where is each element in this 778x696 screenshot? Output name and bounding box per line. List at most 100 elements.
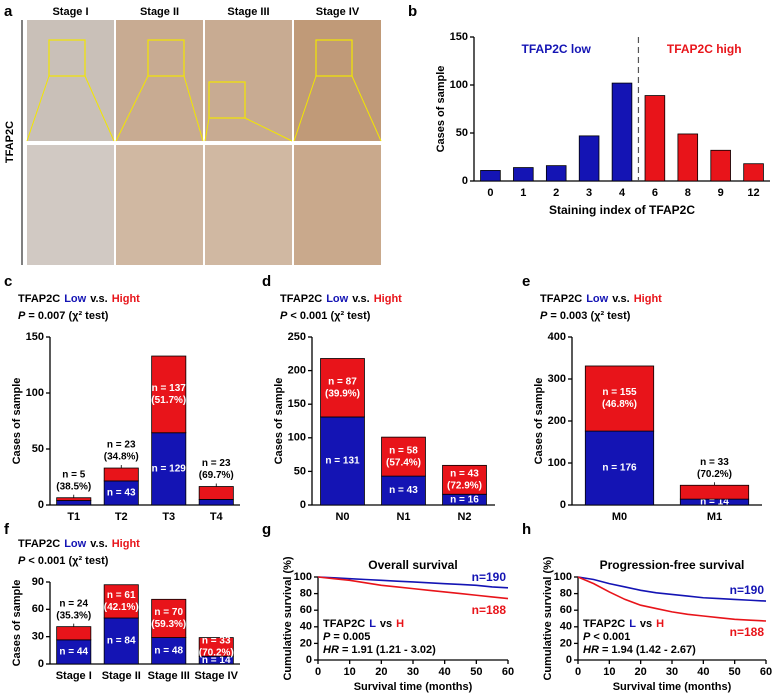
y-tick-label: 60	[32, 603, 44, 615]
bar-segment	[151, 355, 187, 434]
panel-title-part: Low	[64, 538, 86, 550]
micrograph-zoom	[205, 145, 292, 265]
y-tick-label: 30	[32, 631, 44, 643]
bar-segment	[103, 480, 139, 506]
bar-segment	[679, 484, 750, 500]
stat-value: < 0.001	[590, 631, 630, 643]
y-tick-label: 60	[300, 604, 312, 616]
column-label: Stage I	[52, 6, 88, 18]
y-tick-label: 100	[554, 571, 572, 583]
column-label: Stage IV	[316, 6, 360, 18]
x-tick-label: T3	[162, 511, 175, 523]
column-label: Stage III	[227, 6, 269, 18]
bar-segment	[103, 584, 139, 619]
zoom-box	[315, 39, 353, 77]
panel-title: TFAP2C Low v.s. Hight	[18, 293, 140, 305]
y-tick-label: 200	[548, 415, 566, 427]
bar-segment	[198, 498, 234, 506]
segment-label: n = 87	[328, 376, 357, 387]
panel-title-part: v.s.	[90, 293, 108, 305]
segment-label: n = 176	[602, 463, 637, 474]
panel-title-part: v.s.	[352, 293, 370, 305]
segment-label: (42.1%)	[104, 602, 139, 613]
panel-title-part: Hight	[112, 538, 140, 550]
y-tick-label: 150	[26, 331, 44, 343]
bar-segment	[103, 617, 139, 665]
segment-label: n = 23	[202, 458, 231, 469]
x-tick-label: T1	[67, 511, 80, 523]
stat-symbol: P	[323, 631, 331, 643]
stat-value: < 0.001 (χ² test)	[287, 310, 370, 322]
x-axis-label: Survival time (months)	[354, 681, 473, 693]
y-tick-label: 100	[288, 432, 306, 444]
panel-title: TFAP2C Low v.s. Hight	[18, 538, 140, 550]
panel-letter: d	[262, 273, 271, 290]
stat-value: = 0.005	[330, 631, 370, 643]
stat-value: = 1.91 (1.21 - 3.02)	[339, 644, 436, 656]
x-tick-label: 8	[685, 187, 691, 199]
micrograph-zoom	[27, 145, 114, 265]
stat-symbol: P	[18, 310, 26, 322]
stat-value: < 0.001 (χ² test)	[25, 555, 108, 567]
y-tick-label: 400	[548, 331, 566, 343]
legend-label: n=188	[730, 625, 765, 639]
y-tick-label: 80	[300, 588, 312, 600]
y-tick-label: 0	[38, 499, 44, 511]
bar-segment	[103, 467, 139, 482]
survival-curve	[577, 576, 767, 622]
x-tick-label: 50	[729, 666, 741, 678]
panel-letter: f	[4, 521, 10, 538]
segment-label: n = 43	[450, 468, 479, 479]
segment-label: n = 137	[152, 383, 187, 394]
segment-label: (72.9%)	[447, 480, 482, 491]
zoom-line	[351, 75, 382, 142]
x-tick-label: T2	[115, 511, 128, 523]
segment-label: n = 44	[59, 647, 88, 658]
stat-symbol: P	[18, 555, 26, 567]
bar-segment	[381, 475, 426, 506]
bar-segment	[584, 365, 655, 432]
segment-label: (38.5%)	[56, 481, 91, 492]
x-tick-label: M0	[612, 511, 627, 523]
column-label: Stage II	[140, 6, 179, 18]
bar-segment	[198, 637, 234, 657]
segment-label: n = 14	[700, 497, 729, 508]
x-tick-label: Stage II	[102, 670, 141, 682]
y-tick-label: 50	[294, 465, 306, 477]
y-tick-label: 40	[300, 621, 312, 633]
bar	[677, 133, 699, 182]
segment-label: n = 58	[389, 445, 418, 456]
panel-letter: e	[522, 273, 530, 290]
segment-label: (35.3%)	[56, 610, 91, 621]
zoom-line	[115, 75, 149, 142]
y-tick-label: 40	[560, 621, 572, 633]
stat-label-part: TFAP2C	[583, 618, 625, 630]
segment-label: (34.8%)	[104, 452, 139, 463]
segment-label: (69.7%)	[199, 470, 234, 481]
survival-curve	[577, 576, 767, 602]
stat-symbol: HR	[583, 644, 599, 656]
stat-label-part: vs	[380, 618, 392, 630]
segment-label: n = 43	[389, 485, 418, 496]
segment-label: n = 84	[107, 636, 136, 647]
y-tick-label: 150	[288, 398, 306, 410]
segment-label: n = 33	[700, 457, 729, 468]
bar-segment	[56, 626, 92, 641]
bar	[545, 165, 567, 182]
panel-title-part: v.s.	[612, 293, 630, 305]
segment-label: (59.3%)	[151, 619, 186, 630]
x-tick-label: 2	[553, 187, 559, 199]
zoom-box	[147, 39, 185, 77]
panel-title-part: Low	[586, 293, 608, 305]
stat-value: = 1.94 (1.42 - 2.67)	[599, 644, 696, 656]
x-tick-label: 0	[487, 187, 493, 199]
stat-symbol: P	[583, 631, 591, 643]
stat-text: P < 0.001 (χ² test)	[18, 555, 109, 567]
x-tick-label: N2	[457, 511, 471, 523]
y-tick-label: 20	[300, 637, 312, 649]
segment-label: n = 24	[59, 598, 88, 609]
stat-text: HR = 1.94 (1.42 - 2.67)	[583, 644, 696, 656]
y-axis-label: Cases of sample	[533, 378, 545, 465]
